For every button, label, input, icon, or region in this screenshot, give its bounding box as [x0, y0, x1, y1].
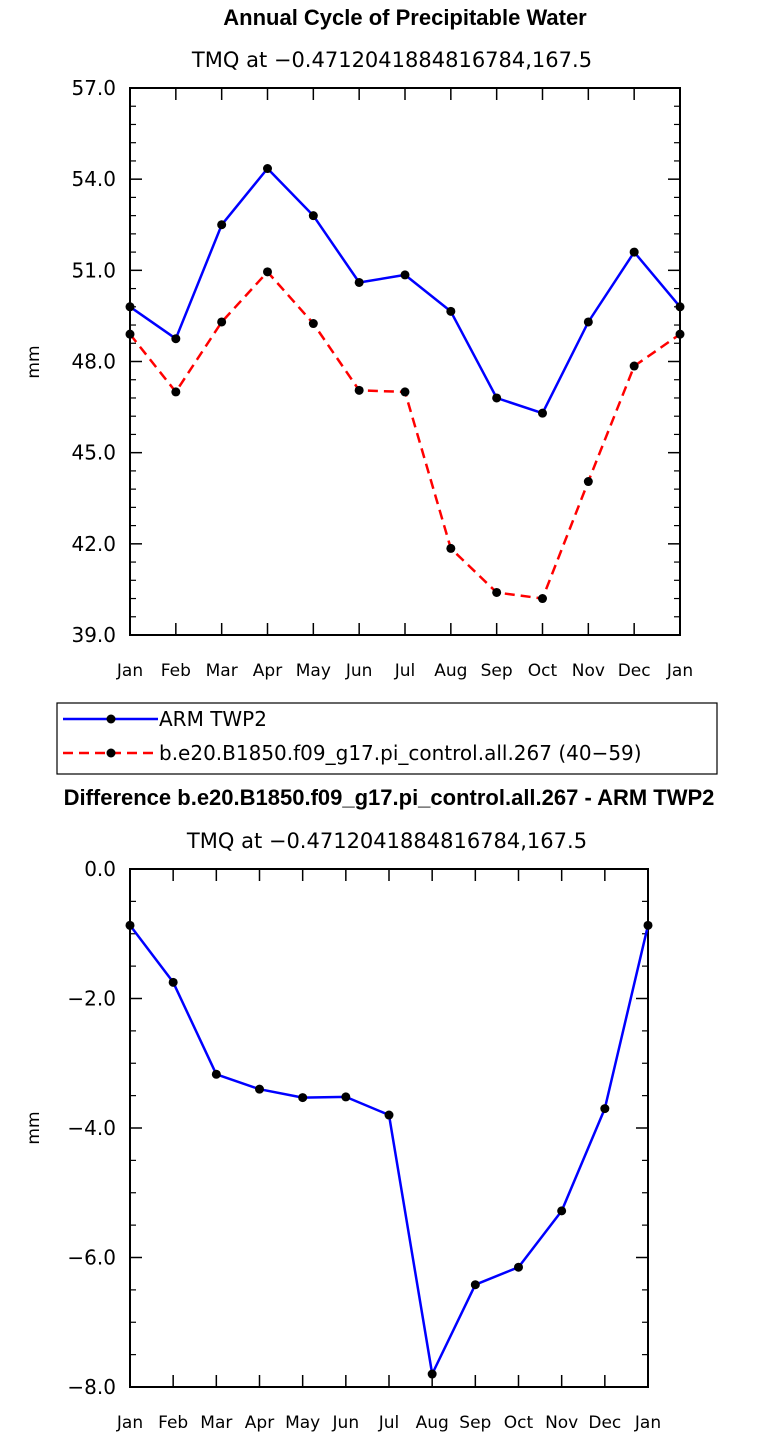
chart1-series-1-point — [400, 387, 410, 397]
chart1-series-1-point — [263, 267, 272, 277]
chart2-ytick-label: 0.0 — [84, 857, 116, 881]
chart1-series-1-point — [492, 587, 502, 597]
chart2-series-0-point — [470, 1280, 480, 1290]
chart1-series-1-point — [217, 317, 227, 327]
chart2-xtick-label: Apr — [245, 1413, 274, 1433]
chart1-frame — [129, 87, 681, 636]
chart1-series-1-line — [129, 270, 681, 600]
chart1-xtick-label: Jan — [116, 661, 143, 681]
chart1-ytick-label: 51.0 — [71, 258, 116, 282]
chart2-xtick-label: Jun — [332, 1413, 360, 1433]
chart1-series-0-point — [263, 164, 272, 174]
chart1-ytick-label: 39.0 — [71, 623, 116, 647]
chart1-series-0-point — [125, 302, 135, 312]
legend: ARM TWP2 b.e20.B1850.f09_g17.pi_control.… — [56, 702, 718, 775]
chart1-xtick-label: Dec — [618, 661, 651, 681]
chart2-series-0-point — [255, 1084, 264, 1094]
chart2-series-0-point — [298, 1093, 308, 1103]
chart2-subtitle: TMQ at −0.4712041884816784,167.5 — [186, 829, 587, 853]
chart2-series-0-point — [125, 920, 135, 930]
chart1-series-0-point — [492, 393, 502, 403]
legend-label-model: b.e20.B1850.f09_g17.pi_control.all.267 (… — [159, 741, 642, 765]
chart2-xtick-label: Mar — [200, 1413, 232, 1433]
chart2-xtick-label: Nov — [545, 1413, 578, 1433]
chart2-xtick-label: Jan — [634, 1413, 661, 1433]
chart1-xtick-label: Oct — [528, 661, 558, 681]
chart1-series-1-point — [308, 319, 318, 329]
chart1-series-0-point — [583, 317, 593, 327]
chart1-xtick-label: Nov — [572, 661, 605, 681]
chart2-series-0-point — [168, 977, 178, 987]
chart2-series-0-point — [600, 1104, 610, 1114]
chart1-ytick-label: 57.0 — [71, 76, 116, 100]
chart1-series-0-line — [129, 167, 681, 415]
chart2-title: Difference b.e20.B1850.f09_g17.pi_contro… — [64, 785, 715, 810]
chart2-xtick-label: Oct — [504, 1413, 534, 1433]
chart1-series-0-point — [400, 270, 410, 280]
chart1-series-0-point — [308, 211, 318, 221]
chart2-series-0-line — [129, 924, 650, 1376]
chart1-xtick-label: Apr — [253, 661, 282, 681]
chart2-ytick-label: −6.0 — [67, 1246, 116, 1270]
chart1-series-1-point — [125, 329, 135, 339]
legend-label-arm: ARM TWP2 — [159, 707, 267, 731]
chart1-ytick-label: 54.0 — [71, 167, 116, 191]
chart1-series-1-point — [629, 361, 639, 371]
chart2-ytick-label: −4.0 — [67, 1116, 116, 1140]
chart1-title: Annual Cycle of Precipitable Water — [223, 5, 587, 30]
chart1-series-0-point — [629, 247, 639, 257]
chart1-series-0-point — [675, 302, 685, 312]
chart2-plot-area: −8.0 −6.0 −4.0 −2.0 0.0 Jan Feb Mar Apr May Jun Jul… — [67, 857, 661, 1433]
chart2-ytick-label: −8.0 — [67, 1375, 116, 1399]
chart2-y-axis-label: mm — [24, 1111, 44, 1144]
chart2-series-0-point — [341, 1092, 351, 1102]
chart2-xtick-label: Feb — [158, 1413, 188, 1433]
chart2-frame — [129, 868, 649, 1388]
chart2-ytick-label: −2.0 — [67, 987, 116, 1011]
chart1-xtick-label: Aug — [434, 661, 467, 681]
legend-marker-arm — [106, 714, 116, 724]
chart1-series-1-point — [446, 543, 456, 553]
chart1-subtitle: TMQ at −0.4712041884816784,167.5 — [191, 48, 592, 72]
chart1-series-0-point — [538, 408, 547, 418]
chart2-series-0-point — [557, 1206, 567, 1216]
chart1-ytick-label: 42.0 — [71, 532, 116, 556]
chart1-ytick-label: 48.0 — [71, 350, 116, 374]
chart2-series-0-point — [643, 920, 653, 930]
chart2-series-0-point — [384, 1110, 394, 1120]
chart1-xtick-label: Feb — [161, 661, 191, 681]
chart2-xtick-label: Jan — [116, 1413, 143, 1433]
chart2-xtick-label: May — [285, 1413, 320, 1433]
chart1-series-1-point — [675, 329, 685, 339]
chart1-series-0-point — [446, 306, 456, 316]
chart1-series-1-point — [171, 387, 181, 397]
chart2-series-0-point — [211, 1069, 221, 1079]
chart1-xtick-label: Jan — [666, 661, 693, 681]
chart1-series-1-point — [583, 477, 593, 487]
chart2-xtick-label: Aug — [416, 1413, 449, 1433]
chart1-y-axis-label: mm — [24, 345, 44, 378]
chart1-xtick-label: Mar — [206, 661, 238, 681]
legend-marker-model — [106, 748, 116, 758]
chart2-series-0-point — [427, 1369, 437, 1379]
chart1-xtick-label: Jul — [394, 661, 416, 681]
chart1-series-0-point — [354, 277, 364, 287]
chart1-xtick-label: Sep — [481, 661, 513, 681]
chart2-series-0-point — [514, 1262, 523, 1272]
legend-box — [56, 702, 718, 775]
chart1-xtick-label: May — [296, 661, 331, 681]
chart1-xtick-label: Jun — [345, 661, 373, 681]
chart1-series-0-point — [171, 334, 181, 344]
chart2-xtick-label: Sep — [459, 1413, 491, 1433]
chart1-plot-area: 39.0 42.0 45.0 48.0 51.0 54.0 57.0 Jan Feb Mar Apr… — [71, 76, 693, 681]
chart2-xtick-label: Jul — [378, 1413, 400, 1433]
chart1-series-0-point — [217, 220, 227, 230]
chart2-xtick-label: Dec — [588, 1413, 621, 1433]
chart1-ytick-label: 45.0 — [71, 441, 116, 465]
chart1-series-1-point — [354, 385, 364, 395]
chart1-series-1-point — [538, 594, 547, 604]
